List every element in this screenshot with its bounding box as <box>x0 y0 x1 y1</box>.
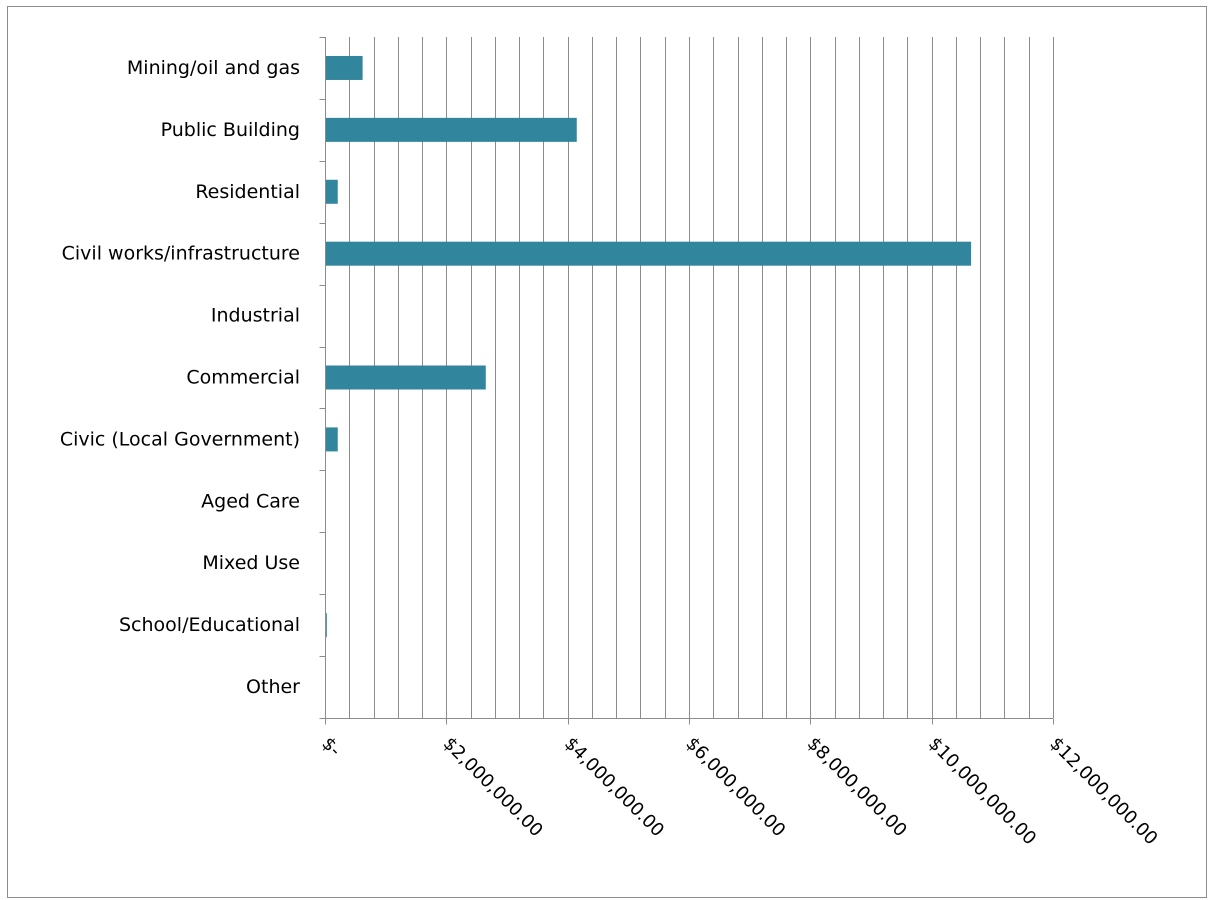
bar <box>325 179 338 204</box>
gridlines <box>349 37 1054 718</box>
category-label: Industrial <box>211 305 300 327</box>
axes <box>319 37 1054 725</box>
x-tick-label: $4,000,000.00 <box>560 733 668 841</box>
category-label: Civil works/infrastructure <box>62 243 300 265</box>
category-label: Other <box>246 676 300 698</box>
category-label: Commercial <box>186 367 300 389</box>
x-tick-label: $12,000,000.00 <box>1045 733 1161 849</box>
category-label: Mixed Use <box>202 552 300 574</box>
bar <box>325 117 577 142</box>
x-tick-label: $- <box>317 733 345 761</box>
x-tick-label: $10,000,000.00 <box>924 733 1040 849</box>
category-label: School/Educational <box>119 614 300 636</box>
x-tick-label: $6,000,000.00 <box>681 733 789 841</box>
x-tick-label: $2,000,000.00 <box>439 733 547 841</box>
category-label: Public Building <box>161 119 300 141</box>
bar <box>325 55 363 80</box>
category-label: Mining/oil and gas <box>127 57 300 79</box>
bar <box>325 365 486 390</box>
chart-frame <box>7 6 1207 898</box>
category-label: Residential <box>195 181 300 203</box>
x-tick-labels: $- $2,000,000.00 $4,000,000.00 $6,000,000.0… <box>317 733 1161 849</box>
bar <box>325 241 972 266</box>
bar <box>325 427 338 452</box>
bars <box>325 55 972 638</box>
category-label: Aged Care <box>201 490 300 512</box>
category-label: Civic (Local Government) <box>60 428 300 450</box>
category-labels: Mining/oil and gas Public Building Residen… <box>60 57 300 698</box>
x-tick-label: $8,000,000.00 <box>803 733 911 841</box>
